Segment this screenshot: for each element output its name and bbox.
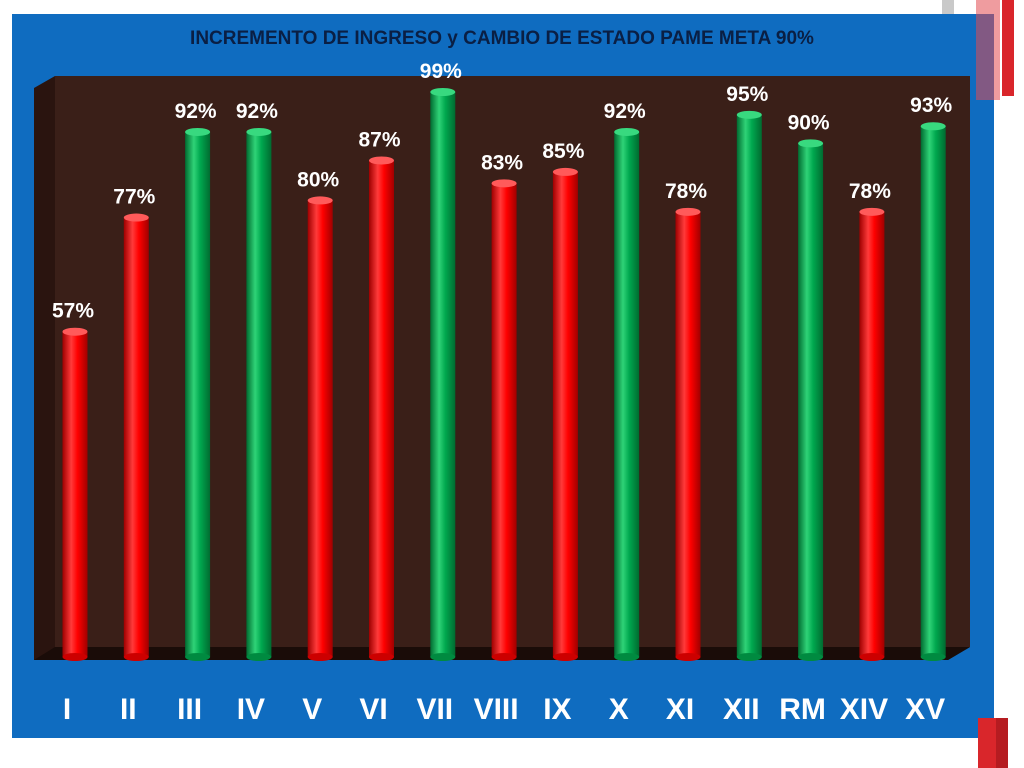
decorative-corner (996, 718, 1008, 768)
bar-base (491, 653, 517, 661)
bar-base (430, 653, 456, 661)
bar-VII (430, 88, 456, 661)
bar-VI (369, 156, 394, 661)
bar-IV (246, 127, 272, 661)
bar-RM (798, 139, 824, 661)
bar-body (920, 126, 946, 657)
bar-XI (675, 207, 701, 661)
x-tick-label: X (609, 693, 629, 726)
data-label: 92% (236, 100, 278, 123)
x-tick-label: RM (779, 693, 826, 726)
bar-chart: 57% 77% 92% 92% 80% 87% 99% 83% 85% 92% 78% 95% 90% 7… (34, 60, 970, 726)
x-tick-label: XII (723, 693, 760, 726)
bar-cap (798, 139, 824, 148)
bar-base (859, 653, 885, 661)
bar-cap (430, 88, 456, 96)
x-tick-label: XI (666, 693, 694, 726)
x-tick-label: II (120, 693, 137, 726)
bar-body (123, 217, 149, 658)
bar-XV (920, 122, 946, 661)
bar-cap (369, 156, 394, 165)
bar-base (920, 653, 946, 661)
data-label: 78% (665, 180, 707, 203)
data-label: 87% (358, 128, 400, 151)
x-tick-label: V (302, 693, 322, 726)
x-tick-label: IV (237, 693, 265, 726)
decorative-stripe (942, 0, 954, 14)
x-tick-label: III (177, 693, 202, 726)
bar-cap (859, 207, 885, 216)
data-label: 80% (297, 168, 339, 191)
bar-body (552, 171, 578, 657)
x-tick-label: XIV (840, 693, 888, 726)
bar-base (62, 653, 88, 661)
x-tick-label: IX (543, 693, 571, 726)
data-label: 95% (726, 83, 768, 106)
bar-body (859, 211, 885, 657)
bar-base (246, 653, 272, 661)
data-label: 99% (420, 60, 462, 83)
data-label: 57% (52, 300, 94, 323)
data-label: 92% (604, 100, 646, 123)
data-label: 83% (481, 151, 523, 174)
decorative-stripe (976, 0, 1000, 100)
bar-X (614, 127, 640, 661)
bar-XIV (859, 207, 885, 661)
data-label: 90% (788, 111, 830, 134)
data-label: 93% (910, 94, 952, 117)
data-label: 78% (849, 180, 891, 203)
bar-base (123, 653, 149, 661)
bar-base (675, 653, 701, 661)
bar-XII (736, 110, 762, 661)
data-label: 92% (175, 100, 217, 123)
x-tick-label: VII (416, 693, 453, 726)
bar-body (614, 131, 640, 658)
bar-base (614, 653, 640, 661)
bar-cap (552, 167, 578, 176)
x-tick-label: VI (359, 693, 387, 726)
bar-cap (491, 179, 517, 188)
bar-II (123, 213, 149, 661)
bar-base (552, 653, 578, 661)
bar-cap (736, 110, 762, 119)
bar-cap (62, 327, 88, 336)
bar-base (736, 653, 762, 661)
x-tick-label: I (63, 693, 71, 726)
x-tick-label: VIII (474, 693, 519, 726)
bar-base (798, 653, 824, 661)
bar-I (62, 327, 88, 661)
bar-base (369, 653, 394, 661)
bar-cap (185, 127, 211, 136)
chart-title: INCREMENTO DE INGRESO y CAMBIO DE ESTADO… (190, 28, 814, 49)
bar-body (62, 331, 88, 657)
bar-body (430, 92, 456, 657)
bar-cap (246, 127, 272, 136)
bar-III (185, 127, 211, 661)
bar-body (736, 114, 762, 657)
bar-body (307, 200, 333, 658)
bar-cap (123, 213, 149, 222)
bar-body (185, 131, 211, 658)
bar-cap (614, 127, 640, 136)
bar-body (246, 131, 272, 658)
data-label: 85% (542, 140, 584, 163)
decorative-stripe (1002, 0, 1014, 96)
bar-body (798, 143, 824, 657)
bar-V (307, 196, 333, 661)
bar-cap (920, 122, 946, 131)
x-tick-label: XV (905, 693, 945, 726)
data-label: 77% (113, 186, 155, 209)
bar-cap (307, 196, 333, 205)
bar-cap (675, 207, 701, 216)
bar-body (675, 211, 701, 657)
bar-body (491, 183, 517, 658)
bar-base (185, 653, 211, 661)
bar-base (307, 653, 333, 661)
bar-VIII (491, 179, 517, 661)
bar-body (369, 160, 394, 657)
bar-IX (552, 167, 578, 661)
